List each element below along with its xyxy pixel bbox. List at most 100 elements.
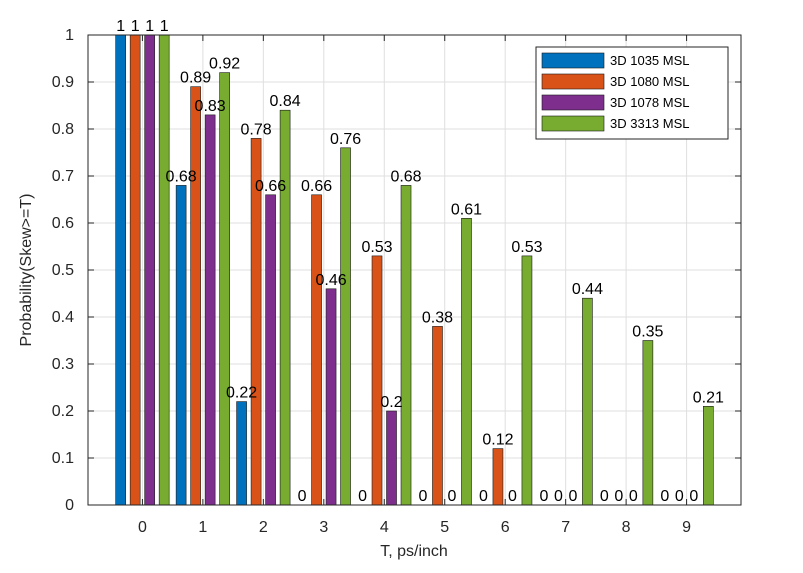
bar: [582, 297, 593, 506]
bar: [115, 34, 126, 506]
bar: [129, 34, 141, 506]
data-label: 0.84: [270, 93, 301, 110]
y-tick-label: 0.4: [52, 309, 74, 326]
data-label: 0: [568, 488, 577, 505]
legend-entry: 3D 1035 MSL: [610, 53, 690, 68]
data-label: 1: [131, 18, 140, 35]
legend-entry: 3D 1078 MSL: [610, 95, 690, 110]
data-label: 0: [539, 488, 548, 505]
data-label: 0.53: [361, 239, 392, 256]
x-axis-label: T, ps/inch: [380, 543, 448, 560]
bar: [190, 86, 201, 506]
data-label: 0.78: [241, 121, 272, 138]
data-label: 0: [298, 488, 307, 505]
y-tick-label: 0.2: [52, 403, 74, 420]
data-label: 0.92: [209, 56, 240, 73]
y-tick-label: 0.7: [52, 168, 74, 185]
data-label: 0.68: [166, 168, 197, 185]
legend: 3D 1035 MSL 3D 1080 MSL 3D 1078 MSL 3D 3313…: [535, 46, 729, 140]
data-label: 0: [629, 488, 638, 505]
data-label: 0: [600, 488, 609, 505]
data-labels: 10.680.220 0 0 0 0 0 010.890.780.660.530.380.1…: [116, 18, 724, 505]
bar: [492, 448, 504, 506]
y-tick-label: 0.6: [52, 215, 74, 232]
x-tick-label: 3: [319, 519, 328, 536]
bar: [386, 410, 397, 506]
legend-entry: 3D 1080 MSL: [610, 74, 690, 89]
bar: [204, 114, 216, 506]
axis-ticks: [88, 34, 741, 506]
data-label: 0: [448, 488, 457, 505]
data-label: 1: [116, 18, 125, 35]
data-label: 0: [419, 488, 428, 505]
data-label: 0: [614, 488, 623, 505]
legend-swatch: [541, 94, 605, 111]
y-tick-labels: 0 0.1 0.2 0.3 0.4 0.5 0.6 0.7 0.8 0.9 1: [52, 27, 74, 514]
bar: [175, 185, 187, 506]
x-tick-label: 1: [198, 519, 207, 536]
bar: [236, 401, 247, 506]
data-label: 0.76: [330, 131, 361, 148]
y-tick-label: 0.5: [52, 262, 74, 279]
data-label: 0.83: [195, 98, 226, 115]
data-label: 0.22: [226, 385, 257, 402]
data-label: 0.38: [422, 309, 453, 326]
data-label: 0.53: [511, 239, 542, 256]
legend-swatch: [541, 115, 605, 132]
bar: [432, 326, 443, 506]
x-tick-label: 6: [501, 519, 510, 536]
data-label: 0.61: [451, 201, 482, 218]
x-tick-label: 2: [259, 519, 268, 536]
x-tick-label: 5: [440, 519, 449, 536]
x-tick-label: 0: [138, 519, 147, 536]
data-label: 0: [358, 488, 367, 505]
data-label: 0: [675, 488, 684, 505]
data-label: 0: [660, 488, 669, 505]
y-tick-label: 0.3: [52, 356, 74, 373]
y-tick-label: 0: [65, 497, 74, 514]
bar: [311, 194, 322, 506]
bar: [144, 34, 155, 506]
y-tick-label: 0.9: [52, 74, 74, 91]
y-axis-label: Probability(Skew>=T): [18, 194, 35, 347]
bar: [461, 218, 472, 506]
bar: [279, 109, 291, 506]
y-tick-label: 0.8: [52, 121, 74, 138]
data-label: 0.44: [572, 281, 603, 298]
data-label: 0: [479, 488, 488, 505]
bar: [265, 194, 276, 506]
bar: [325, 288, 337, 506]
data-label: 0.68: [390, 168, 421, 185]
x-tick-label: 8: [622, 519, 631, 536]
data-label: 0.35: [632, 324, 663, 341]
bar: [400, 185, 412, 506]
data-label: 0.66: [301, 178, 332, 195]
bar: [219, 72, 230, 506]
data-label: 1: [145, 18, 154, 35]
bar: [340, 147, 351, 506]
data-label: 0.66: [255, 178, 286, 195]
data-label: 0.12: [482, 432, 513, 449]
x-tick-label: 9: [682, 519, 691, 536]
x-tick-label: 7: [561, 519, 570, 536]
bar: [703, 405, 714, 506]
data-label: 0.21: [693, 389, 724, 406]
data-label: 0: [508, 488, 517, 505]
data-label: 0.46: [315, 272, 346, 289]
x-tick-labels: 0 1 2 3 4 5 6 7 8 9: [138, 519, 691, 536]
data-label: 0: [689, 488, 698, 505]
bar: [158, 34, 170, 506]
bars: [115, 34, 714, 506]
bar: [642, 340, 654, 506]
data-label: 0: [554, 488, 563, 505]
bar: [521, 255, 533, 506]
bar: [371, 255, 383, 506]
data-label: 0.89: [180, 70, 211, 87]
legend-swatch: [541, 52, 605, 69]
legend-swatch: [541, 73, 605, 90]
x-tick-label: 4: [380, 519, 389, 536]
data-label: 1: [160, 18, 169, 35]
legend-entry: 3D 3313 MSL: [610, 116, 690, 131]
y-tick-label: 0.1: [52, 450, 74, 467]
